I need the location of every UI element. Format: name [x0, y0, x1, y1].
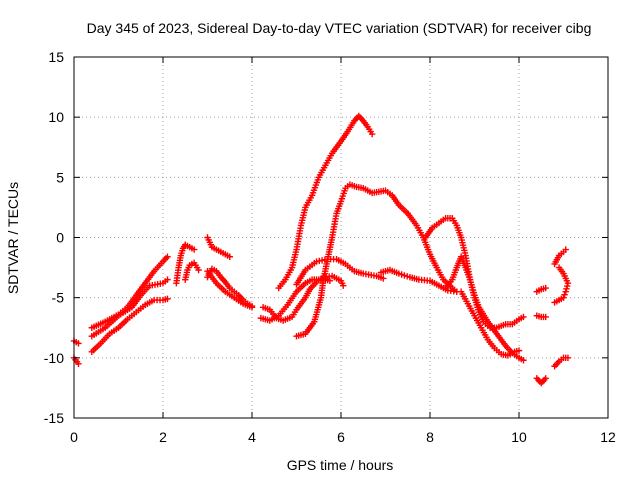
y-tick-label: -5 [52, 290, 65, 306]
y-tick-label: 0 [56, 230, 64, 246]
series-arc-n [293, 181, 460, 340]
series-arc-l [257, 276, 334, 324]
x-tick-label: 10 [511, 429, 527, 445]
data-point [164, 295, 171, 303]
x-tick-label: 0 [70, 429, 78, 445]
y-tick-label: -15 [44, 410, 64, 426]
y-tick-label: -10 [44, 350, 64, 366]
series-arc-j [204, 267, 256, 311]
series-arc-y [551, 354, 572, 370]
x-tick-label: 4 [248, 429, 256, 445]
series-arc-u [533, 312, 549, 321]
data-point [560, 294, 567, 301]
data-point [248, 304, 256, 311]
data-point [380, 275, 387, 282]
y-tick-label: 15 [48, 49, 64, 65]
x-tick-label: 12 [600, 429, 616, 445]
series-arc-g [182, 259, 202, 283]
data-point [190, 246, 198, 253]
series-arc-d [88, 295, 171, 356]
y-tick-label: 5 [56, 169, 64, 185]
series-arc-e [88, 276, 171, 340]
data-marks [70, 112, 572, 387]
data-point [564, 354, 572, 362]
x-tick-label: 2 [159, 429, 167, 445]
data-point [368, 130, 376, 138]
data-point [542, 375, 549, 382]
data-point [75, 360, 82, 368]
data-point [340, 282, 347, 289]
data-point [164, 253, 171, 260]
data-point [562, 246, 569, 253]
data-point [195, 266, 202, 274]
axis-ticks: 0 2 4 6 8 10 12 -15 -10 -5 0 5 10 15 [44, 49, 616, 445]
grid-lines [74, 57, 608, 418]
series-arc-b [70, 354, 82, 368]
series-arc-o [293, 255, 387, 288]
data-point [542, 284, 549, 292]
series-arc-r [442, 253, 527, 364]
data-point [515, 347, 523, 354]
data-point [164, 276, 171, 283]
series-arc-t [533, 284, 549, 295]
data-point [555, 264, 563, 271]
series-arc-w [551, 246, 569, 268]
series-arc-v [533, 375, 549, 387]
data-point [542, 313, 549, 321]
x-axis-label: GPS time / hours [287, 457, 394, 473]
data-point [520, 357, 527, 364]
y-tick-label: 10 [48, 109, 64, 125]
series-arc-h [204, 234, 233, 260]
series-arc-k [259, 272, 347, 324]
series-arc-s [457, 288, 523, 359]
data-point [520, 313, 527, 321]
series-arc-f [173, 241, 198, 287]
series-arc-x [551, 264, 572, 306]
chart-title: Day 345 of 2023, Sidereal Day-to-day VTE… [87, 20, 592, 36]
data-point [326, 277, 334, 285]
series-arc-m [275, 112, 376, 292]
data-point [75, 340, 82, 347]
x-tick-label: 8 [426, 429, 434, 445]
x-tick-label: 6 [337, 429, 345, 445]
data-point [561, 291, 568, 298]
y-axis-label: SDTVAR / TECUs [5, 182, 21, 294]
data-point [226, 253, 233, 260]
series-arc-a [70, 337, 82, 347]
